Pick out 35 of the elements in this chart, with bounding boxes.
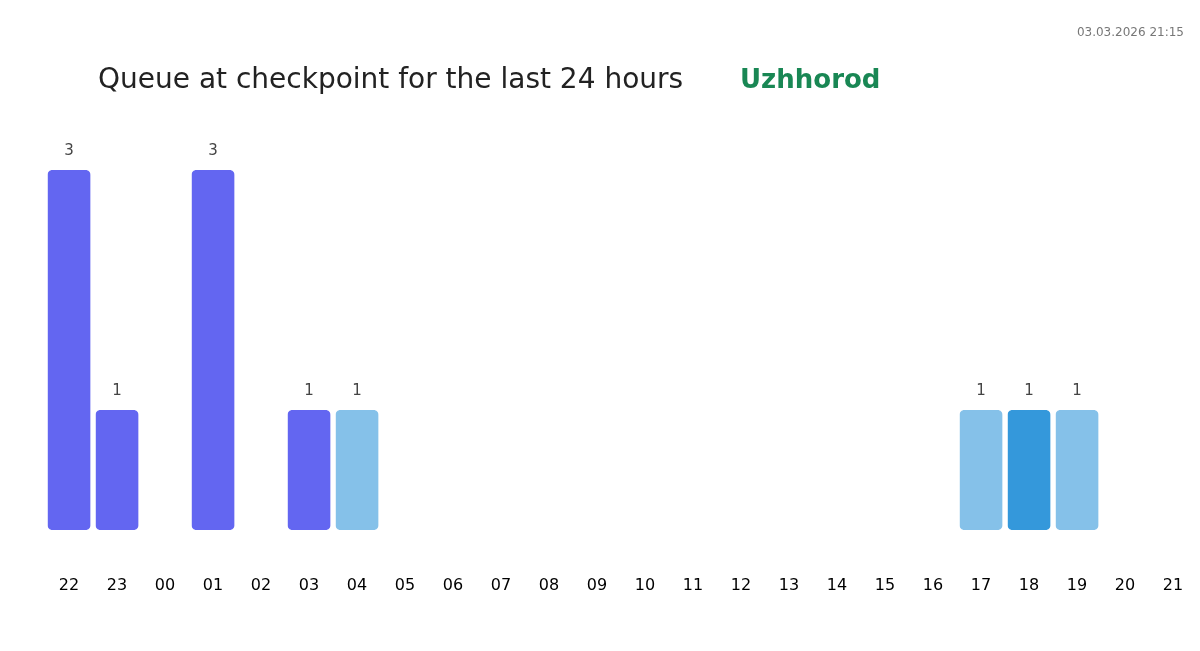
x-tick-label: 10 <box>634 574 656 594</box>
x-tick-label: 18 <box>1018 574 1040 594</box>
text: 03.03.2026 21:15 <box>1076 25 1184 39</box>
data-label: 3 <box>64 141 74 159</box>
data-label: 1 <box>976 381 986 399</box>
x-tick-label: 11 <box>682 574 704 594</box>
x-tick-label: 09 <box>586 574 608 594</box>
x-tick-label: 05 <box>394 574 416 594</box>
data-label: 1 <box>1024 381 1034 399</box>
x-tick-label: 16 <box>922 574 944 594</box>
x-tick-label: 07 <box>490 574 512 594</box>
x-tick-label: 01 <box>202 574 224 594</box>
data-label: 1 <box>352 381 362 399</box>
x-tick-label: 04 <box>346 574 368 594</box>
x-tick-label: 00 <box>154 574 176 594</box>
x-tick-label: 14 <box>826 574 848 594</box>
x-tick-label: 13 <box>778 574 800 594</box>
x-tick-label: 03 <box>298 574 320 594</box>
x-tick-label: 17 <box>970 574 992 594</box>
chart-subtitle: Uzhhorod <box>740 64 881 94</box>
data-label: 1 <box>304 381 314 399</box>
x-tick-label: 02 <box>250 574 272 594</box>
x-tick-label: 19 <box>1066 574 1088 594</box>
x-tick-label: 08 <box>538 574 560 594</box>
x-tick-label: 22 <box>58 574 80 594</box>
x-tick-label: 12 <box>730 574 752 594</box>
data-label: 1 <box>1072 381 1082 399</box>
chart-title: Queue at checkpoint for the last 24 hours <box>98 62 684 95</box>
x-tick-label: 23 <box>106 574 128 594</box>
x-tick-label: 15 <box>874 574 896 594</box>
x-tick-label: 20 <box>1114 574 1136 594</box>
data-label: 1 <box>112 381 122 399</box>
data-label: 3 <box>208 141 218 159</box>
x-tick-label: 06 <box>442 574 464 594</box>
x-tick-label: 21 <box>1162 574 1184 594</box>
